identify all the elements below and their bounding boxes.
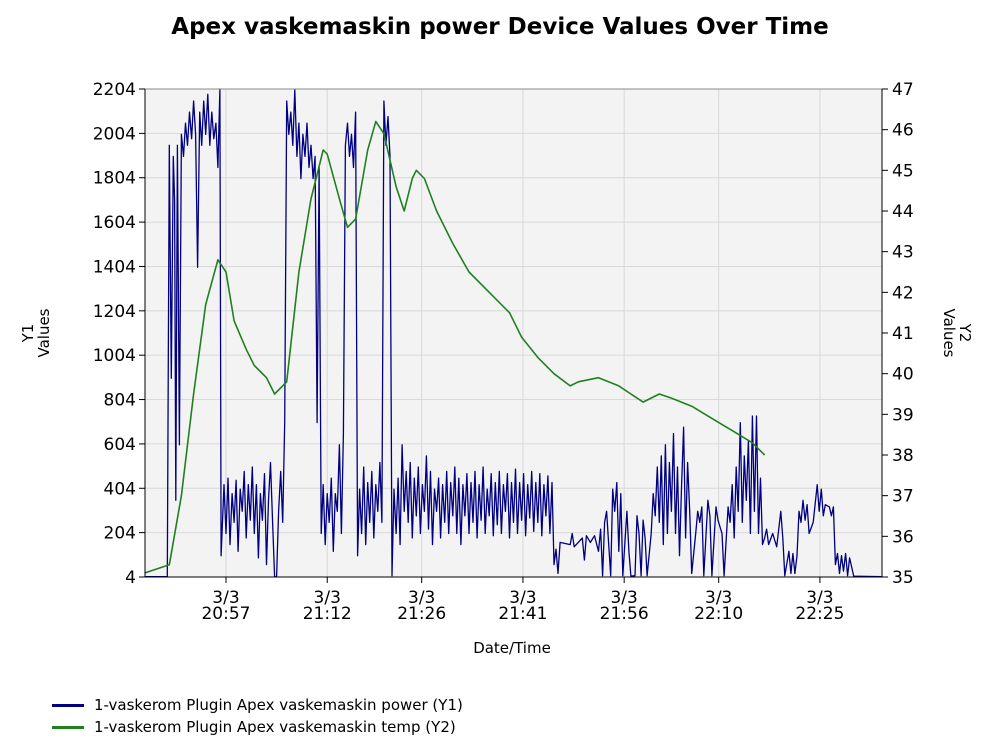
y2-tick-label: 46	[892, 121, 914, 141]
x-tick-label-time: 21:41	[498, 604, 547, 624]
x-tick-label-date: 3/3	[509, 588, 536, 608]
x-tick-label-date: 3/3	[806, 588, 833, 608]
x-tick-label-time: 22:10	[694, 604, 743, 624]
x-tick-label-time: 21:56	[600, 604, 649, 624]
legend-swatch-temp	[52, 725, 84, 729]
y1-axis-title-line1: Y1	[19, 324, 37, 344]
y1-tick-label: 404	[104, 479, 136, 499]
x-tick-label-date: 3/3	[314, 588, 341, 608]
y1-tick-label: 1204	[93, 302, 136, 322]
series-layer	[144, 88, 883, 578]
chart-title: Apex vaskemaskin power Device Values Ove…	[171, 14, 829, 40]
y1-tick-label: 1004	[93, 346, 136, 366]
x-axis-title: Date/Time	[473, 639, 551, 657]
y1-tick-label: 604	[104, 435, 136, 455]
y1-tick-label: 1804	[93, 169, 136, 189]
x-tick-label-date: 3/3	[705, 588, 732, 608]
x-tick-label-time: 20:57	[201, 604, 250, 624]
legend-item-power: 1-vaskerom Plugin Apex vaskemaskin power…	[52, 694, 463, 716]
y2-tick-label: 44	[892, 202, 914, 222]
y2-tick-label: 41	[892, 324, 914, 344]
legend-swatch-power	[52, 703, 84, 707]
y2-axis-title-line2: Values	[940, 308, 958, 357]
y2-tick-label: 43	[892, 243, 914, 263]
legend-label-power: 1-vaskerom Plugin Apex vaskemaskin power…	[94, 696, 463, 714]
y2-tick-label: 37	[892, 487, 914, 507]
y2-tick-label: 42	[892, 283, 914, 303]
x-tick-label-time: 21:26	[397, 604, 446, 624]
x-tick-label-time: 22:25	[795, 604, 844, 624]
y1-tick-label: 1604	[93, 213, 136, 233]
y2-tick-label: 38	[892, 446, 914, 466]
y1-tick-label: 4	[125, 568, 136, 588]
series-line-temp	[144, 120, 766, 574]
legend-label-temp: 1-vaskerom Plugin Apex vaskemaskin temp …	[94, 718, 456, 736]
y1-axis-title-line2: Values	[35, 308, 53, 357]
y1-tick-label: 804	[104, 391, 136, 411]
y2-tick-label: 40	[892, 365, 914, 385]
y2-tick-label: 45	[892, 161, 914, 181]
x-tick-label-date: 3/3	[212, 588, 239, 608]
y2-tick-label: 35	[892, 568, 914, 588]
y2-axis-title-line1: Y2	[956, 323, 974, 343]
legend-item-temp: 1-vaskerom Plugin Apex vaskemaskin temp …	[52, 716, 463, 738]
y2-tick-label: 47	[892, 80, 914, 100]
x-tick-label-date: 3/3	[408, 588, 435, 608]
y2-tick-label: 36	[892, 527, 914, 547]
x-tick-label-date: 3/3	[610, 588, 637, 608]
y1-tick-label: 2004	[93, 124, 136, 144]
y1-tick-label: 1404	[93, 257, 136, 277]
plot-area	[145, 89, 882, 577]
series-line-power	[145, 88, 883, 578]
axes: 4 204 404 604 804 1004 1204 1404 1604 1804 2004 220…	[93, 80, 914, 624]
y1-tick-label: 2204	[93, 80, 136, 100]
x-tick-label-time: 21:12	[303, 604, 352, 624]
y2-tick-label: 39	[892, 405, 914, 425]
legend: 1-vaskerom Plugin Apex vaskemaskin power…	[52, 694, 463, 738]
y1-tick-label: 204	[104, 524, 136, 544]
